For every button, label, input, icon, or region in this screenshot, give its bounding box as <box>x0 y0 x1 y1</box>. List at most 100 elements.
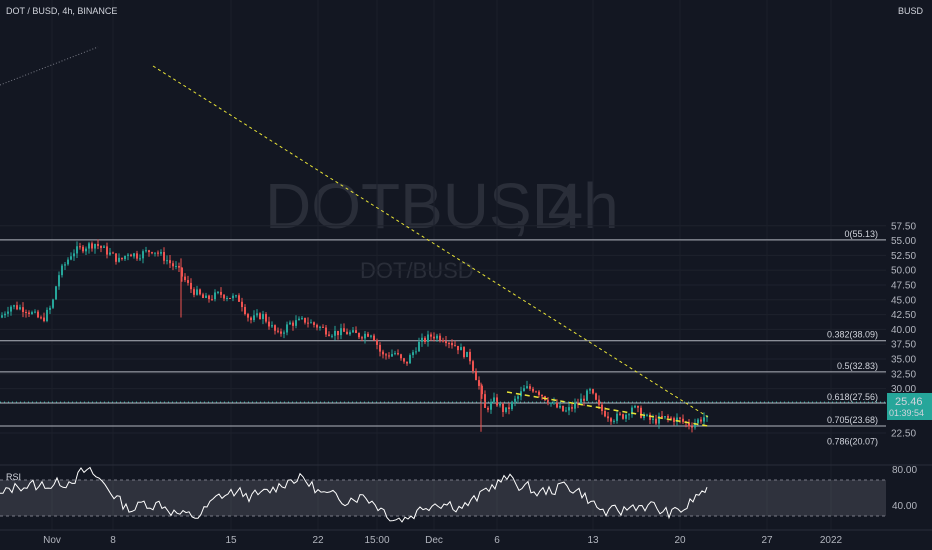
candle-body <box>610 418 612 422</box>
candle-body <box>49 307 51 310</box>
candle-body <box>124 255 126 260</box>
candle-body <box>364 333 366 339</box>
candle-body <box>370 335 372 337</box>
time-tick: 2022 <box>820 535 843 546</box>
candle-body <box>7 311 9 314</box>
candle-body <box>358 333 360 338</box>
candle-body <box>91 243 93 249</box>
candle-body <box>193 289 195 295</box>
candle-body <box>13 305 15 307</box>
candle-body <box>478 380 480 386</box>
candle-body <box>340 328 342 336</box>
candle-body <box>556 402 558 408</box>
candle-body <box>352 330 354 333</box>
candle-body <box>70 256 72 260</box>
time-axis[interactable]: Nov 8 15 22 15:00 Dec 6 13 20 27 2022 <box>43 535 842 546</box>
candle-body <box>463 347 465 358</box>
candle-body <box>415 351 417 353</box>
candle-body <box>28 312 30 315</box>
candle-body <box>481 385 483 395</box>
time-tick: 8 <box>110 535 116 546</box>
candle-body <box>322 326 324 328</box>
candle-body <box>97 244 99 246</box>
candle-body <box>121 257 123 260</box>
lower-trendline[interactable] <box>506 391 709 427</box>
candle-body <box>112 252 114 254</box>
candle-body <box>19 307 21 310</box>
candle-body <box>448 343 450 345</box>
candle-body <box>625 414 627 419</box>
candle-body <box>520 391 522 397</box>
candle-body <box>76 246 78 254</box>
candle-body <box>40 317 42 319</box>
candle-body <box>688 422 690 427</box>
candle-body <box>100 245 102 248</box>
rsi-pane[interactable]: RSI 80.00 40.00 <box>0 464 932 523</box>
candle-body <box>199 289 201 295</box>
candle-body <box>25 311 27 313</box>
candle-body <box>205 295 207 298</box>
candle-body <box>256 313 258 316</box>
candle-body <box>598 399 600 405</box>
candle-body <box>565 410 567 412</box>
currency-label: BUSD <box>898 6 924 16</box>
candle-body <box>268 321 270 327</box>
candle-body <box>532 388 534 392</box>
candle-body <box>262 314 264 320</box>
candle-body <box>499 403 501 406</box>
candle-body <box>55 286 57 300</box>
candle-body <box>700 419 702 422</box>
candle-body <box>301 317 303 319</box>
candle-body <box>580 398 582 405</box>
candle-body <box>394 353 396 355</box>
candle-body <box>694 423 696 428</box>
candle-body <box>595 393 597 400</box>
candle-body <box>184 276 186 281</box>
candle-body <box>64 264 66 266</box>
candle-body <box>571 407 573 409</box>
candle-body <box>604 411 606 417</box>
candle-body <box>574 403 576 409</box>
fib-label: 0.382(38.09) <box>827 330 878 340</box>
candle-body <box>535 391 537 393</box>
candle-body <box>304 317 306 323</box>
candle-body <box>484 394 486 408</box>
candle-body <box>223 294 225 299</box>
rsi-label: RSI <box>6 472 21 482</box>
candle-body <box>265 314 267 322</box>
candle-body <box>427 334 429 342</box>
candle-body <box>4 313 6 316</box>
candle-body <box>253 315 255 321</box>
candle-body <box>613 420 615 422</box>
symbol-title[interactable]: DOT / BUSD, 4h, BINANCE <box>6 6 117 16</box>
last-price-value: 25.46 <box>895 396 923 408</box>
candle-body <box>469 351 471 362</box>
candle-body <box>586 390 588 401</box>
candle-body <box>274 325 276 331</box>
candle-body <box>493 397 495 402</box>
upper-trendline[interactable] <box>152 65 709 418</box>
candle-body <box>139 258 141 260</box>
candle-body <box>46 309 48 322</box>
fib-retracement[interactable]: 0(55.13) 0.382(38.09) 0.5(32.83) 0.618(27.5… <box>0 229 886 447</box>
price-tick: 57.50 <box>891 221 916 232</box>
rsi-line <box>0 466 708 523</box>
candle-body <box>622 414 624 419</box>
candle-body <box>217 291 219 293</box>
price-tick: 22.50 <box>891 428 916 439</box>
candle-body <box>373 335 375 341</box>
candle-body <box>319 326 321 328</box>
candle-body <box>1 315 3 318</box>
candle-body <box>163 252 165 261</box>
candle-body <box>37 311 39 318</box>
candle-body <box>295 320 297 326</box>
candle-body <box>235 295 237 297</box>
price-tick: 47.50 <box>891 280 916 291</box>
candle-body <box>397 353 399 355</box>
candle-body <box>106 246 108 255</box>
rsi-tick-40: 40.00 <box>892 501 917 512</box>
candle-body <box>616 413 618 421</box>
candle-body <box>670 417 672 419</box>
candle-body <box>145 250 147 252</box>
